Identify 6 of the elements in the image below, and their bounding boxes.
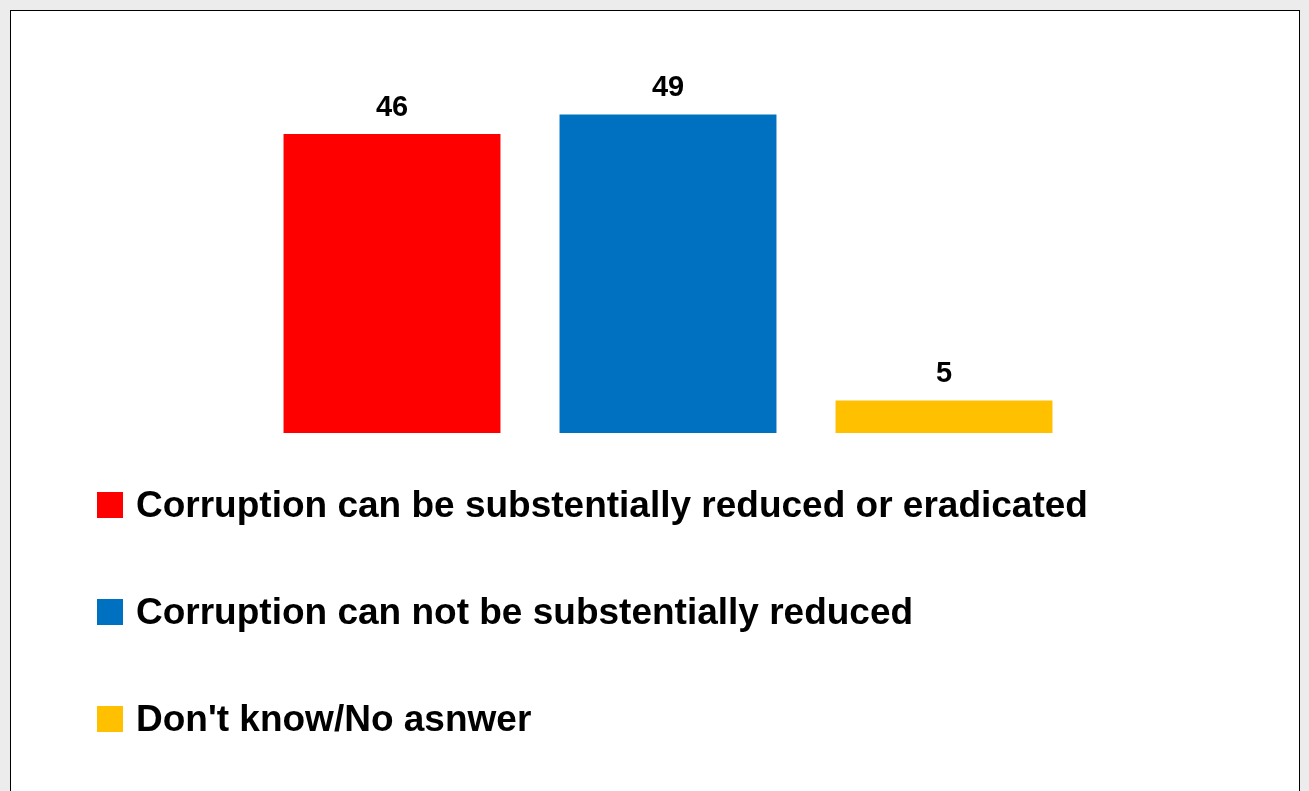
data-label: 46	[375, 89, 409, 122]
legend-label: Don't know/No asnwer	[136, 698, 532, 740]
data-label: 5	[935, 356, 953, 388]
legend-label: Corruption can be substentially reduced or eradicated	[136, 484, 1088, 526]
data-label: 49	[651, 70, 685, 102]
legend-label: Corruption can not be substentially reduced	[136, 591, 914, 633]
